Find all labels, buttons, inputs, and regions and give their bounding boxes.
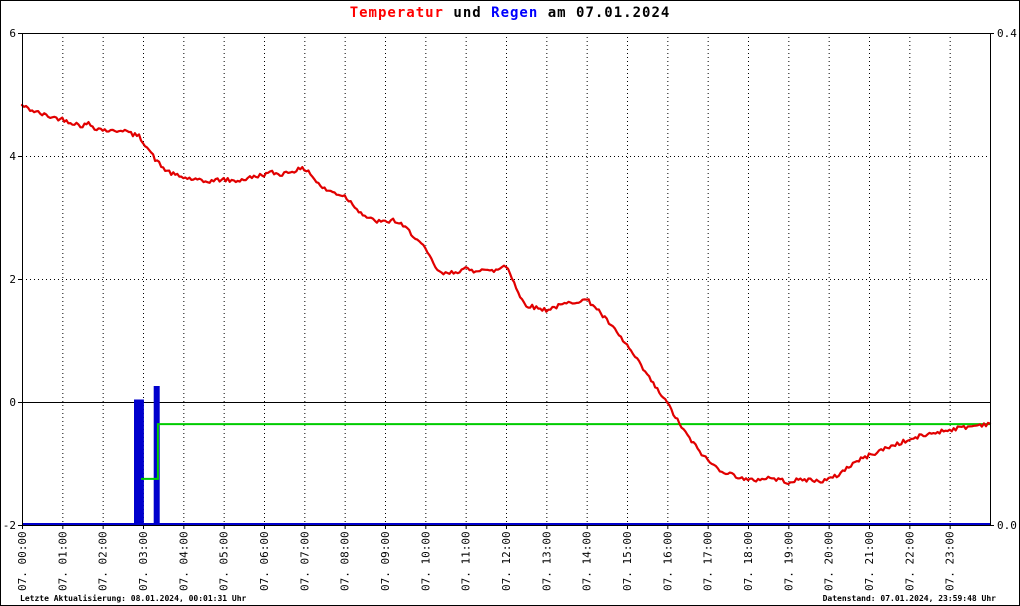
svg-text:6: 6 xyxy=(9,27,16,40)
svg-text:07. 20:00: 07. 20:00 xyxy=(823,531,836,591)
svg-text:0.4: 0.4 xyxy=(997,27,1017,40)
svg-text:07. 19:00: 07. 19:00 xyxy=(782,531,795,591)
svg-text:07. 06:00: 07. 06:00 xyxy=(258,531,271,591)
rain-bars xyxy=(134,386,160,525)
svg-text:07. 05:00: 07. 05:00 xyxy=(218,531,231,591)
svg-text:07. 02:00: 07. 02:00 xyxy=(97,531,110,591)
svg-text:07. 07:00: 07. 07:00 xyxy=(298,531,311,591)
y-axis-right-labels: 0.4 0.0 xyxy=(990,27,1017,532)
rain-baseline xyxy=(22,523,990,526)
svg-text:07. 09:00: 07. 09:00 xyxy=(379,531,392,591)
title-rain-word: Regen xyxy=(491,5,539,21)
svg-text:-2: -2 xyxy=(3,519,16,532)
svg-text:07. 01:00: 07. 01:00 xyxy=(56,531,69,591)
svg-text:07. 22:00: 07. 22:00 xyxy=(903,531,916,591)
last-update-text: Letzte Aktualisierung: 08.01.2024, 00:01… xyxy=(20,594,247,603)
svg-text:4: 4 xyxy=(9,150,16,163)
title-connector: und xyxy=(443,5,492,21)
title-date-part: am 07.01.2024 xyxy=(538,5,671,21)
temperature-line xyxy=(20,103,992,486)
svg-text:07. 16:00: 07. 16:00 xyxy=(661,531,674,591)
reference-line xyxy=(141,423,990,480)
svg-text:07. 04:00: 07. 04:00 xyxy=(177,531,190,591)
y-axis-left-labels: 6 4 2 0 -2 xyxy=(3,27,22,532)
chart-title: Temperatur und Regen am 07.01.2024 xyxy=(0,5,1020,21)
svg-text:2: 2 xyxy=(9,273,16,286)
svg-text:07. 12:00: 07. 12:00 xyxy=(500,531,513,591)
svg-text:07. 11:00: 07. 11:00 xyxy=(460,531,473,591)
svg-text:07. 23:00: 07. 23:00 xyxy=(944,531,957,591)
svg-text:07. 00:00: 07. 00:00 xyxy=(16,531,29,591)
gridlines xyxy=(22,33,990,525)
svg-text:07. 21:00: 07. 21:00 xyxy=(863,531,876,591)
svg-text:07. 03:00: 07. 03:00 xyxy=(137,531,150,591)
x-axis-labels: 07. 00:00 07. 01:00 07. 02:00 07. 03:00 07. … xyxy=(16,525,957,591)
svg-text:07. 17:00: 07. 17:00 xyxy=(702,531,715,591)
svg-text:0: 0 xyxy=(9,396,16,409)
svg-text:07. 13:00: 07. 13:00 xyxy=(540,531,553,591)
svg-text:07. 14:00: 07. 14:00 xyxy=(581,531,594,591)
svg-text:07. 15:00: 07. 15:00 xyxy=(621,531,634,591)
svg-text:0.0: 0.0 xyxy=(997,519,1017,532)
svg-text:07. 08:00: 07. 08:00 xyxy=(339,531,352,591)
data-timestamp-text: Datenstand: 07.01.2024, 23:59:48 Uhr xyxy=(822,594,996,603)
svg-text:07. 10:00: 07. 10:00 xyxy=(419,531,432,591)
svg-text:07. 18:00: 07. 18:00 xyxy=(742,531,755,591)
title-temperature-word: Temperatur xyxy=(349,5,444,21)
